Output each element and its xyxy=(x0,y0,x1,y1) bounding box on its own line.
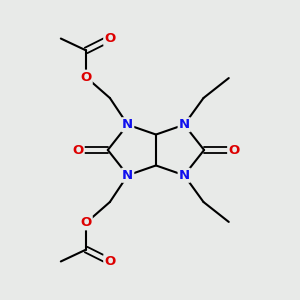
Text: O: O xyxy=(104,32,116,45)
Text: O: O xyxy=(72,143,84,157)
Text: O: O xyxy=(80,71,92,84)
Text: O: O xyxy=(104,255,116,268)
Text: N: N xyxy=(178,169,190,182)
Text: N: N xyxy=(178,118,190,131)
Text: N: N xyxy=(122,118,133,131)
Text: O: O xyxy=(228,143,239,157)
Text: N: N xyxy=(122,169,133,182)
Text: O: O xyxy=(80,216,92,229)
